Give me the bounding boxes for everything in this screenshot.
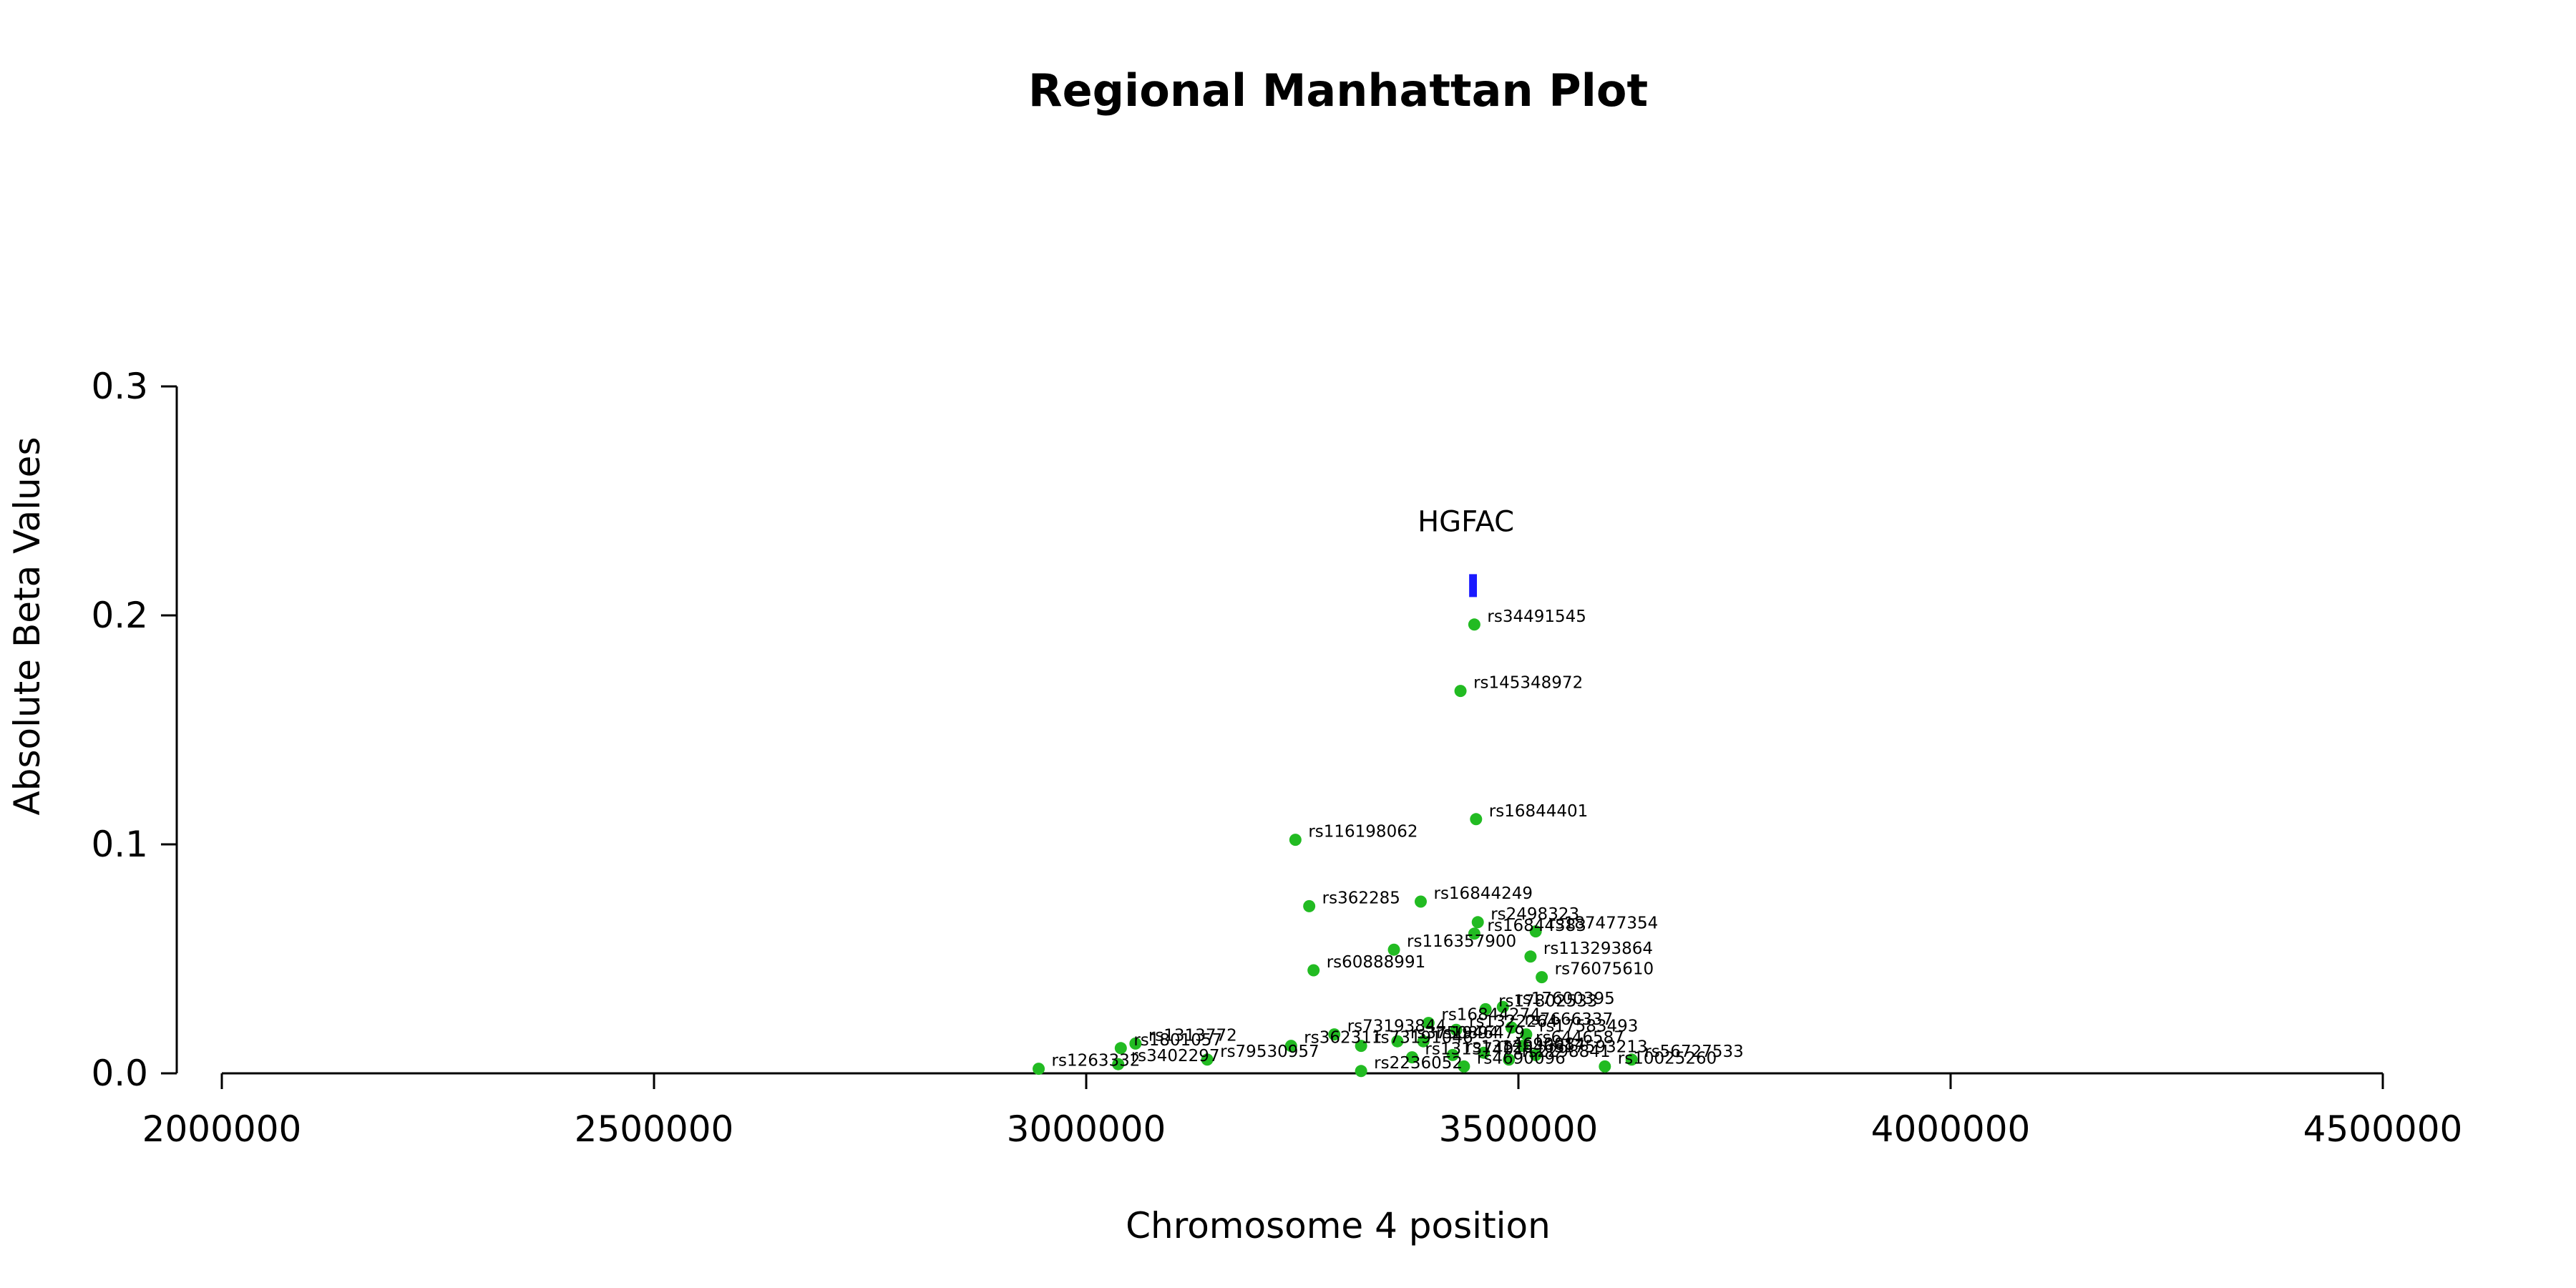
snp-point [1303, 899, 1316, 912]
snp-point [1536, 971, 1548, 984]
x-tick-label: 4000000 [1871, 1108, 2031, 1150]
snp-label: rs16844383 [1487, 917, 1586, 935]
snp-label: rs187477354 [1548, 914, 1658, 933]
snp-label: rs2236052 [1374, 1054, 1463, 1073]
snp-label: rs3750894 [1410, 1024, 1499, 1043]
x-tick-label: 4500000 [2303, 1108, 2463, 1150]
snp-label: rs2498323 [1491, 905, 1579, 924]
snp-point [1446, 1048, 1459, 1061]
snp-label: rs116198062 [1308, 823, 1418, 841]
snp-label: rs16844274 [1441, 1006, 1541, 1025]
snp-label: rs145348972 [1473, 674, 1583, 693]
snp-label: rs56727533 [1644, 1043, 1744, 1061]
snp-point [1471, 916, 1484, 929]
snp-label: rs2298841 [1522, 1043, 1611, 1061]
snp-label: rs6446587 [1536, 1029, 1624, 1048]
snp-label: rs362285 [1322, 889, 1400, 907]
snp-point [1458, 1060, 1470, 1073]
snp-label: rs116357900 [1407, 932, 1516, 951]
snp-point [1599, 1060, 1611, 1073]
snp-point [1520, 1028, 1533, 1041]
y-tick-label: 0.3 [91, 366, 148, 407]
snp-point [1405, 1051, 1418, 1064]
snp-point [1454, 685, 1467, 698]
snp-label: rs17600395 [1516, 990, 1615, 1008]
snp-point [1387, 943, 1400, 956]
snp-point [1355, 1040, 1367, 1053]
x-axis-label: Chromosome 4 position [1126, 1205, 1551, 1246]
snp-point [1450, 1023, 1463, 1036]
snp-label: rs1263332 [1052, 1052, 1141, 1070]
snp-label: rs10025260 [1618, 1049, 1717, 1068]
snp-label: rs362311 [1304, 1029, 1382, 1048]
snp-label: rs13128463 [1465, 1038, 1565, 1056]
snp-label: rs7666337 [1524, 1010, 1613, 1029]
point-labels: rs34491545 rs145348972 rs16844401 rs1161980… [1052, 608, 1744, 1073]
snp-point [1505, 1021, 1518, 1034]
snp-point [1417, 1035, 1430, 1048]
snp-point [1529, 1048, 1542, 1061]
snp-point [1479, 1002, 1492, 1015]
snp-label: rs4690096 [1477, 1049, 1566, 1068]
snp-point [1468, 927, 1480, 940]
gene-track: HGFAC [1418, 505, 1514, 597]
snp-point [1355, 1065, 1367, 1078]
snp-label: rs3402297 [1131, 1047, 1220, 1065]
snp-label: rs1313772 [1148, 1026, 1237, 1045]
y-tick-label: 0.2 [91, 595, 148, 636]
snp-label: rs13137401 [1425, 1040, 1524, 1059]
snp-label: rs76075610 [1555, 960, 1654, 979]
snp-point [1328, 1028, 1341, 1041]
snp-point [1201, 1053, 1214, 1066]
snp-label: rs1946479 [1436, 1024, 1525, 1043]
snp-point [1289, 834, 1302, 847]
snp-point [1625, 1053, 1638, 1066]
data-points [1033, 618, 1638, 1078]
snp-point [1422, 1017, 1435, 1030]
gene-bar [1469, 574, 1478, 597]
x-tick-label: 3500000 [1439, 1108, 1599, 1150]
snp-point [1112, 1058, 1125, 1070]
snp-label: rs1322264 [1469, 1013, 1558, 1031]
y-axis: 0.0 0.1 0.2 0.3 [91, 366, 178, 1094]
y-tick-label: 0.0 [91, 1053, 148, 1094]
snp-point [1307, 964, 1320, 977]
snp-point [1114, 1042, 1127, 1055]
x-tick-label: 2000000 [142, 1108, 302, 1150]
snp-label: rs73193844 [1347, 1018, 1447, 1036]
snp-point [1468, 618, 1480, 631]
x-tick-label: 3000000 [1007, 1108, 1166, 1150]
snp-label: rs17802533 [1498, 992, 1598, 1010]
snp-point [1284, 1040, 1297, 1053]
snp-point [1524, 950, 1537, 963]
snp-point [1503, 1053, 1516, 1066]
snp-point [1478, 1046, 1491, 1059]
snp-point [1033, 1063, 1045, 1075]
gene-label: HGFAC [1418, 505, 1514, 538]
y-axis-label: Absolute Beta Values [6, 437, 48, 816]
snp-label: rs17593213 [1548, 1038, 1648, 1056]
chart-title: Regional Manhattan Plot [1028, 64, 1648, 117]
snp-label: rs73191046 [1374, 1029, 1473, 1048]
x-tick-label: 2500000 [575, 1108, 734, 1150]
snp-label: rs113293864 [1543, 940, 1653, 958]
snp-label: rs60888991 [1327, 953, 1426, 972]
y-tick-label: 0.1 [91, 824, 148, 865]
snp-point [1129, 1037, 1142, 1050]
snp-label: rs4690084 [1497, 1035, 1586, 1054]
snp-point [1516, 1040, 1529, 1053]
x-axis: 2000000 2500000 3000000 3500000 4000000 45000… [142, 1072, 2463, 1150]
snp-label: rs1801057 [1133, 1031, 1222, 1050]
snp-label: rs17583493 [1539, 1018, 1639, 1036]
snp-point [1529, 925, 1542, 938]
snp-label: rs79530957 [1220, 1043, 1319, 1061]
snp-label: rs16844249 [1433, 884, 1533, 903]
snp-point [1391, 1035, 1404, 1048]
snp-label: rs16844401 [1489, 802, 1589, 821]
snp-point [1414, 895, 1427, 908]
snp-point [1496, 1000, 1509, 1013]
snp-point [1470, 813, 1483, 826]
snp-label: rs34491545 [1487, 608, 1586, 626]
